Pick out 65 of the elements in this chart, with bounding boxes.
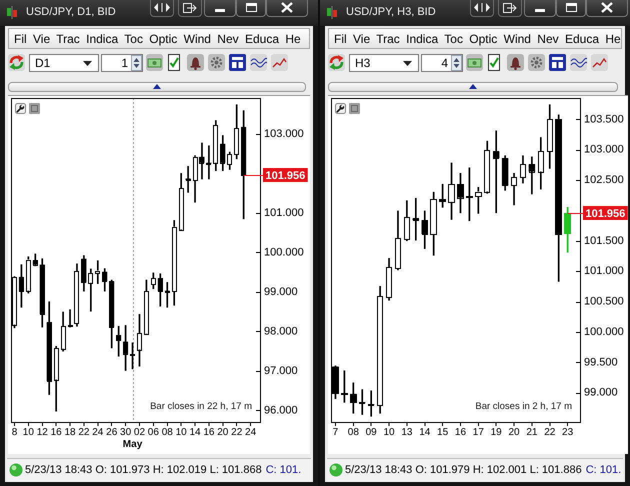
- text: C: 101.: [586, 464, 622, 476]
- x-tick-label: 14: [419, 426, 431, 438]
- x-tick-label: 20: [508, 426, 520, 438]
- x-tick-label: 10: [176, 426, 188, 438]
- y-tick-label: 103.000: [584, 144, 624, 156]
- x-tick-label: 13: [401, 426, 413, 438]
- text: C: 101.: [266, 464, 302, 476]
- x-tick-label: May: [122, 438, 143, 450]
- x-tick-label: 24: [92, 426, 104, 438]
- text: Fil Vie Trac Indica Toc Optic Wind Nev Educa He: [14, 32, 301, 46]
- dropdown-field: H3: [349, 54, 419, 72]
- y-tick-label: 101.000: [584, 265, 624, 278]
- y-tick-label: 102.500: [584, 174, 624, 186]
- x-tick-label: 19: [490, 426, 502, 438]
- x-tick-label: 8: [12, 426, 18, 438]
- x-tick-label: 08: [348, 426, 360, 438]
- x-tick-label: 15: [437, 426, 449, 438]
- text: Fil Vie Trac Indica Toc Optic Wind Nev Educa He: [334, 32, 621, 46]
- x-tick-label: 16: [203, 426, 215, 438]
- x-tick-label: 22: [544, 426, 556, 438]
- y-tick-label: 98.000: [264, 325, 298, 338]
- spinner-field: 4: [421, 54, 463, 72]
- y-tick-label: 100.500: [584, 296, 624, 308]
- x-tick-label: 20: [217, 426, 229, 438]
- y-tick-label: 103.500: [584, 113, 624, 126]
- x-tick-label: 14: [189, 426, 202, 438]
- x-tick-label: 18: [64, 426, 76, 438]
- y-tick-label: 101.000: [264, 206, 304, 219]
- x-tick-label: 09: [366, 426, 378, 438]
- spinner-field: 1: [101, 54, 143, 72]
- y-tick-label: 99.500: [584, 356, 618, 368]
- x-tick-label: 12: [36, 426, 48, 438]
- y-tick-label: 96.000: [264, 404, 298, 416]
- chart-title: USD/JPY, D1, BID: [26, 6, 116, 19]
- dropdown-field: D1: [29, 54, 99, 72]
- ref-line-label: 101.956: [266, 170, 306, 182]
- x-tick-label: 22: [231, 426, 243, 438]
- x-tick-label: 22: [78, 426, 90, 438]
- y-tick-label: 99.000: [264, 286, 298, 298]
- x-tick-label: 10: [22, 426, 34, 438]
- x-tick-label: 16: [454, 426, 466, 438]
- annotation: Bar closes in 2 h, 17 m: [475, 401, 572, 412]
- x-tick-label: 30: [120, 426, 132, 438]
- x-tick-label: 26: [106, 426, 118, 438]
- x-tick-label: 17: [472, 426, 484, 438]
- x-tick-label: 10: [383, 426, 396, 438]
- x-tick-label: 23: [562, 426, 574, 438]
- text: 5/23/13 18:43 O: 101.973 H: 102.019 L: 101.868: [25, 464, 262, 476]
- text: 5/23/13 18:43 O: 101.979 H: 102.001 L: 101.886: [345, 464, 582, 476]
- x-tick-label: 7: [332, 426, 339, 438]
- x-tick-label: 21: [526, 426, 538, 438]
- x-tick-label: 24: [245, 426, 257, 438]
- y-tick-label: 100.000: [584, 326, 624, 338]
- x-tick-label: 08: [162, 426, 174, 438]
- annotation: Bar closes in 22 h, 17 m: [150, 401, 252, 412]
- y-tick-label: 103.000: [264, 128, 304, 140]
- y-tick-label: 100.000: [264, 246, 304, 258]
- x-tick-label: 02: [134, 426, 146, 438]
- x-tick-label: 06: [148, 426, 160, 438]
- y-tick-label: 99.000: [584, 386, 618, 399]
- y-tick-label: 101.500: [584, 234, 624, 247]
- chart-title: USD/JPY, H3, BID: [346, 6, 436, 19]
- x-tick-label: 16: [50, 426, 62, 438]
- ref-line-label: 101.956: [586, 208, 626, 220]
- y-tick-label: 97.000: [264, 364, 298, 377]
